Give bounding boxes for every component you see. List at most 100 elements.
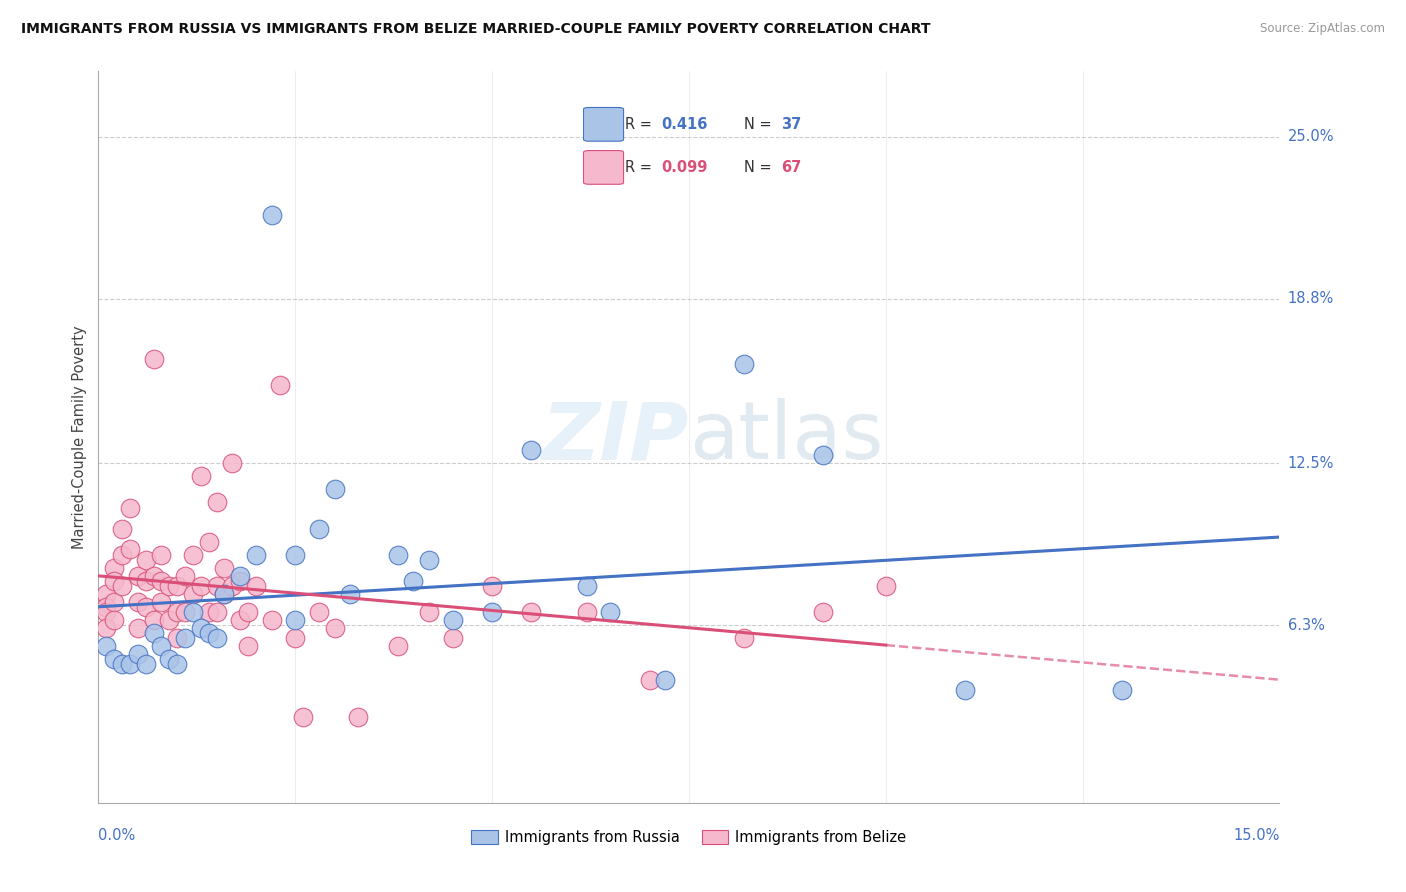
Text: Source: ZipAtlas.com: Source: ZipAtlas.com	[1260, 22, 1385, 36]
Point	[229, 613, 252, 627]
Point	[166, 605, 188, 619]
Point	[135, 574, 157, 588]
Point	[323, 483, 346, 497]
Point	[157, 652, 180, 666]
Text: 12.5%: 12.5%	[1288, 456, 1334, 471]
Text: R =: R =	[624, 117, 652, 132]
Point	[520, 605, 543, 619]
Point	[96, 599, 118, 614]
Y-axis label: Married-Couple Family Poverty: Married-Couple Family Poverty	[72, 326, 87, 549]
Point	[157, 579, 180, 593]
Point	[481, 605, 503, 619]
Point	[190, 469, 212, 483]
Text: 67: 67	[782, 160, 801, 175]
Point	[221, 579, 243, 593]
Point	[284, 613, 307, 627]
Point	[269, 377, 291, 392]
Point	[197, 534, 219, 549]
Point	[103, 652, 125, 666]
Point	[236, 639, 259, 653]
Text: N =: N =	[744, 160, 772, 175]
Point	[150, 594, 173, 608]
Point	[96, 587, 118, 601]
Point	[441, 613, 464, 627]
Point	[260, 208, 283, 222]
Point	[387, 548, 409, 562]
Point	[166, 579, 188, 593]
Point	[284, 632, 307, 646]
Point	[127, 594, 149, 608]
Text: 15.0%: 15.0%	[1233, 828, 1279, 843]
Point	[229, 574, 252, 588]
Point	[229, 568, 252, 582]
Point	[654, 673, 676, 687]
FancyBboxPatch shape	[583, 151, 624, 185]
Point	[135, 553, 157, 567]
Point	[221, 456, 243, 470]
Point	[127, 568, 149, 582]
Point	[575, 605, 598, 619]
Text: R =: R =	[624, 160, 652, 175]
Point	[135, 599, 157, 614]
Point	[205, 605, 228, 619]
FancyBboxPatch shape	[583, 108, 624, 141]
Point	[339, 587, 361, 601]
Point	[402, 574, 425, 588]
Text: 0.0%: 0.0%	[98, 828, 135, 843]
Point	[174, 632, 197, 646]
Point	[96, 639, 118, 653]
Point	[103, 613, 125, 627]
Point	[245, 579, 267, 593]
Text: 18.8%: 18.8%	[1288, 291, 1334, 306]
Point	[205, 495, 228, 509]
Point	[142, 568, 165, 582]
Point	[520, 443, 543, 458]
Point	[214, 587, 236, 601]
Text: N =: N =	[744, 117, 772, 132]
Point	[418, 553, 440, 567]
Point	[292, 709, 315, 723]
Point	[127, 647, 149, 661]
Point	[441, 632, 464, 646]
Text: 25.0%: 25.0%	[1288, 129, 1334, 145]
Point	[197, 605, 219, 619]
Point	[875, 579, 897, 593]
Point	[181, 587, 204, 601]
Point	[181, 548, 204, 562]
Point	[142, 351, 165, 366]
Point	[811, 605, 834, 619]
Point	[157, 613, 180, 627]
Text: IMMIGRANTS FROM RUSSIA VS IMMIGRANTS FROM BELIZE MARRIED-COUPLE FAMILY POVERTY C: IMMIGRANTS FROM RUSSIA VS IMMIGRANTS FRO…	[21, 22, 931, 37]
Point	[481, 579, 503, 593]
Point	[111, 521, 134, 535]
Point	[308, 605, 330, 619]
Point	[150, 548, 173, 562]
Point	[323, 621, 346, 635]
Point	[135, 657, 157, 672]
Point	[96, 621, 118, 635]
Point	[111, 579, 134, 593]
Point	[214, 560, 236, 574]
Legend: Immigrants from Russia, Immigrants from Belize: Immigrants from Russia, Immigrants from …	[465, 823, 912, 850]
Point	[103, 574, 125, 588]
Text: 6.3%: 6.3%	[1288, 617, 1324, 632]
Point	[103, 560, 125, 574]
Text: atlas: atlas	[689, 398, 883, 476]
Point	[236, 605, 259, 619]
Point	[284, 548, 307, 562]
Point	[387, 639, 409, 653]
Point	[166, 657, 188, 672]
Point	[205, 579, 228, 593]
Point	[174, 568, 197, 582]
Point	[118, 500, 141, 515]
Text: 0.416: 0.416	[661, 117, 707, 132]
Point	[142, 613, 165, 627]
Point	[96, 605, 118, 619]
Point	[205, 632, 228, 646]
Point	[127, 621, 149, 635]
Point	[118, 542, 141, 557]
Point	[733, 632, 755, 646]
Point	[111, 657, 134, 672]
Point	[150, 639, 173, 653]
Point	[197, 626, 219, 640]
